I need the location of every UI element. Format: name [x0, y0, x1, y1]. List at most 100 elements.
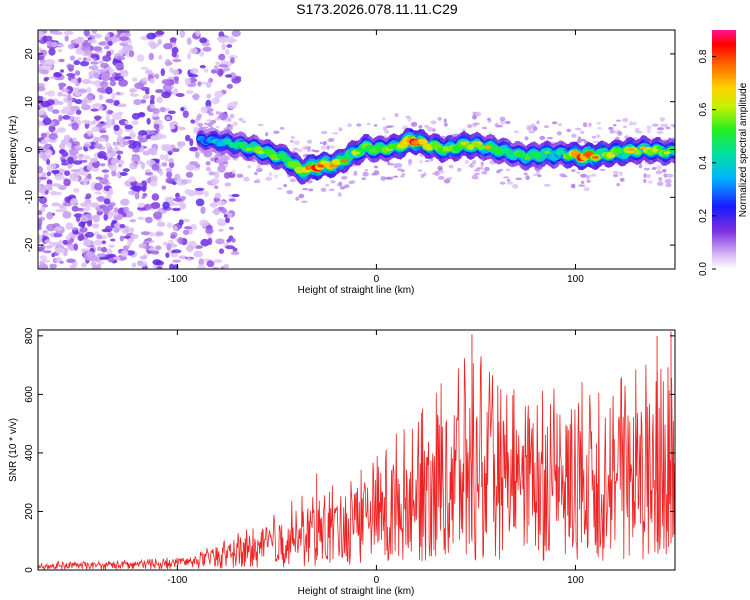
- ridge-hotspot: [663, 151, 671, 155]
- noise-speckle: [371, 173, 376, 176]
- noise-speckle: [93, 115, 102, 120]
- noise-speckle: [99, 256, 109, 260]
- colorbar-tick-label: 0.6: [698, 102, 709, 116]
- noise-speckle: [155, 30, 165, 36]
- noise-speckle: [301, 187, 309, 191]
- noise-speckle: [210, 69, 217, 74]
- noise-speckle: [608, 126, 614, 131]
- colorbar: 0.0 0.2 0.4 0.6 0.8 Normalized spectral ampl…: [698, 30, 749, 276]
- noise-speckle: [82, 177, 90, 183]
- noise-speckle: [231, 238, 236, 243]
- noise-speckle: [114, 62, 124, 69]
- noise-speckle: [71, 227, 78, 231]
- noise-speckle: [194, 151, 200, 159]
- noise-speckle: [74, 145, 81, 149]
- ridge-hotspot: [591, 155, 599, 159]
- noise-speckle: [119, 36, 129, 41]
- noise-speckle: [229, 113, 235, 119]
- noise-speckle: [128, 176, 137, 183]
- noise-speckle: [296, 148, 303, 153]
- noise-speckle: [179, 30, 186, 38]
- noise-speckle: [38, 218, 43, 227]
- noise-speckle: [576, 171, 581, 174]
- noise-speckle: [130, 233, 139, 240]
- noise-speckle: [438, 176, 445, 180]
- ridge-hotspot: [436, 147, 444, 151]
- noise-speckle: [91, 65, 99, 71]
- noise-speckle: [221, 208, 227, 214]
- noise-speckle: [155, 128, 160, 133]
- noise-speckle: [91, 30, 97, 34]
- colorbar-label: Normalized spectral amplitude: [738, 82, 749, 217]
- noise-speckle: [208, 77, 214, 83]
- noise-speckle: [195, 198, 205, 207]
- noise-speckle: [38, 69, 49, 75]
- noise-speckle: [364, 169, 368, 172]
- noise-speckle: [107, 232, 113, 238]
- noise-speckle: [96, 137, 107, 142]
- noise-speckle: [84, 50, 93, 56]
- noise-speckle: [221, 43, 226, 51]
- noise-speckle: [129, 162, 138, 170]
- noise-speckle: [52, 109, 60, 114]
- noise-speckle: [156, 266, 163, 269]
- noise-speckle: [51, 41, 58, 48]
- noise-speckle: [62, 211, 72, 219]
- noise-speckle: [99, 129, 107, 134]
- noise-speckle: [617, 131, 623, 136]
- noise-speckle: [44, 183, 53, 191]
- spectrogram-xtick-label: 0: [374, 274, 380, 285]
- noise-speckle: [80, 248, 87, 253]
- noise-speckle: [582, 122, 588, 128]
- noise-speckle: [619, 177, 625, 182]
- noise-speckle: [578, 184, 586, 187]
- noise-speckle: [312, 150, 320, 153]
- noise-speckle: [665, 126, 671, 130]
- noise-speckle: [69, 173, 76, 182]
- noise-speckle: [66, 258, 76, 264]
- noise-speckle: [571, 169, 576, 172]
- noise-speckle: [373, 165, 379, 169]
- noise-speckle: [386, 176, 394, 180]
- noise-speckle: [113, 100, 120, 104]
- noise-speckle: [382, 126, 388, 131]
- noise-speckle: [543, 183, 551, 187]
- noise-speckle: [218, 228, 224, 232]
- noise-speckle: [203, 190, 209, 198]
- noise-speckle: [197, 122, 204, 127]
- colorbar-tick-label: 0.8: [698, 49, 709, 63]
- snr-ytick-label: 200: [24, 503, 35, 520]
- noise-speckle: [104, 46, 110, 50]
- noise-speckle: [499, 116, 506, 122]
- noise-speckle: [180, 179, 188, 185]
- noise-speckle: [170, 234, 176, 239]
- noise-speckle: [120, 73, 128, 77]
- noise-speckle: [63, 201, 72, 207]
- noise-speckle: [95, 176, 103, 180]
- noise-speckle: [101, 125, 111, 129]
- noise-speckle: [319, 141, 323, 145]
- noise-speckle: [140, 66, 149, 70]
- noise-speckle: [48, 47, 56, 56]
- noise-speckle: [225, 245, 235, 250]
- noise-speckle: [154, 73, 160, 80]
- spectrogram-ylabel: Frequency (Hz): [8, 116, 19, 185]
- noise-speckle: [105, 142, 111, 148]
- noise-speckle: [57, 91, 63, 97]
- noise-speckle: [159, 106, 166, 113]
- snr-xtick-label: -100: [167, 575, 187, 586]
- noise-speckle: [53, 30, 61, 36]
- snr-ytick-label: 800: [24, 327, 35, 344]
- noise-speckle: [62, 93, 67, 97]
- noise-speckle: [229, 72, 237, 79]
- noise-speckle: [158, 54, 163, 60]
- noise-speckle: [408, 161, 412, 166]
- noise-speckle: [143, 203, 152, 210]
- noise-speckle: [85, 231, 95, 238]
- noise-speckle: [122, 140, 130, 146]
- ridge-hotspot: [460, 141, 468, 145]
- noise-speckle: [46, 164, 54, 172]
- noise-speckle: [122, 168, 130, 172]
- noise-speckle: [651, 123, 659, 127]
- noise-speckle: [225, 217, 230, 224]
